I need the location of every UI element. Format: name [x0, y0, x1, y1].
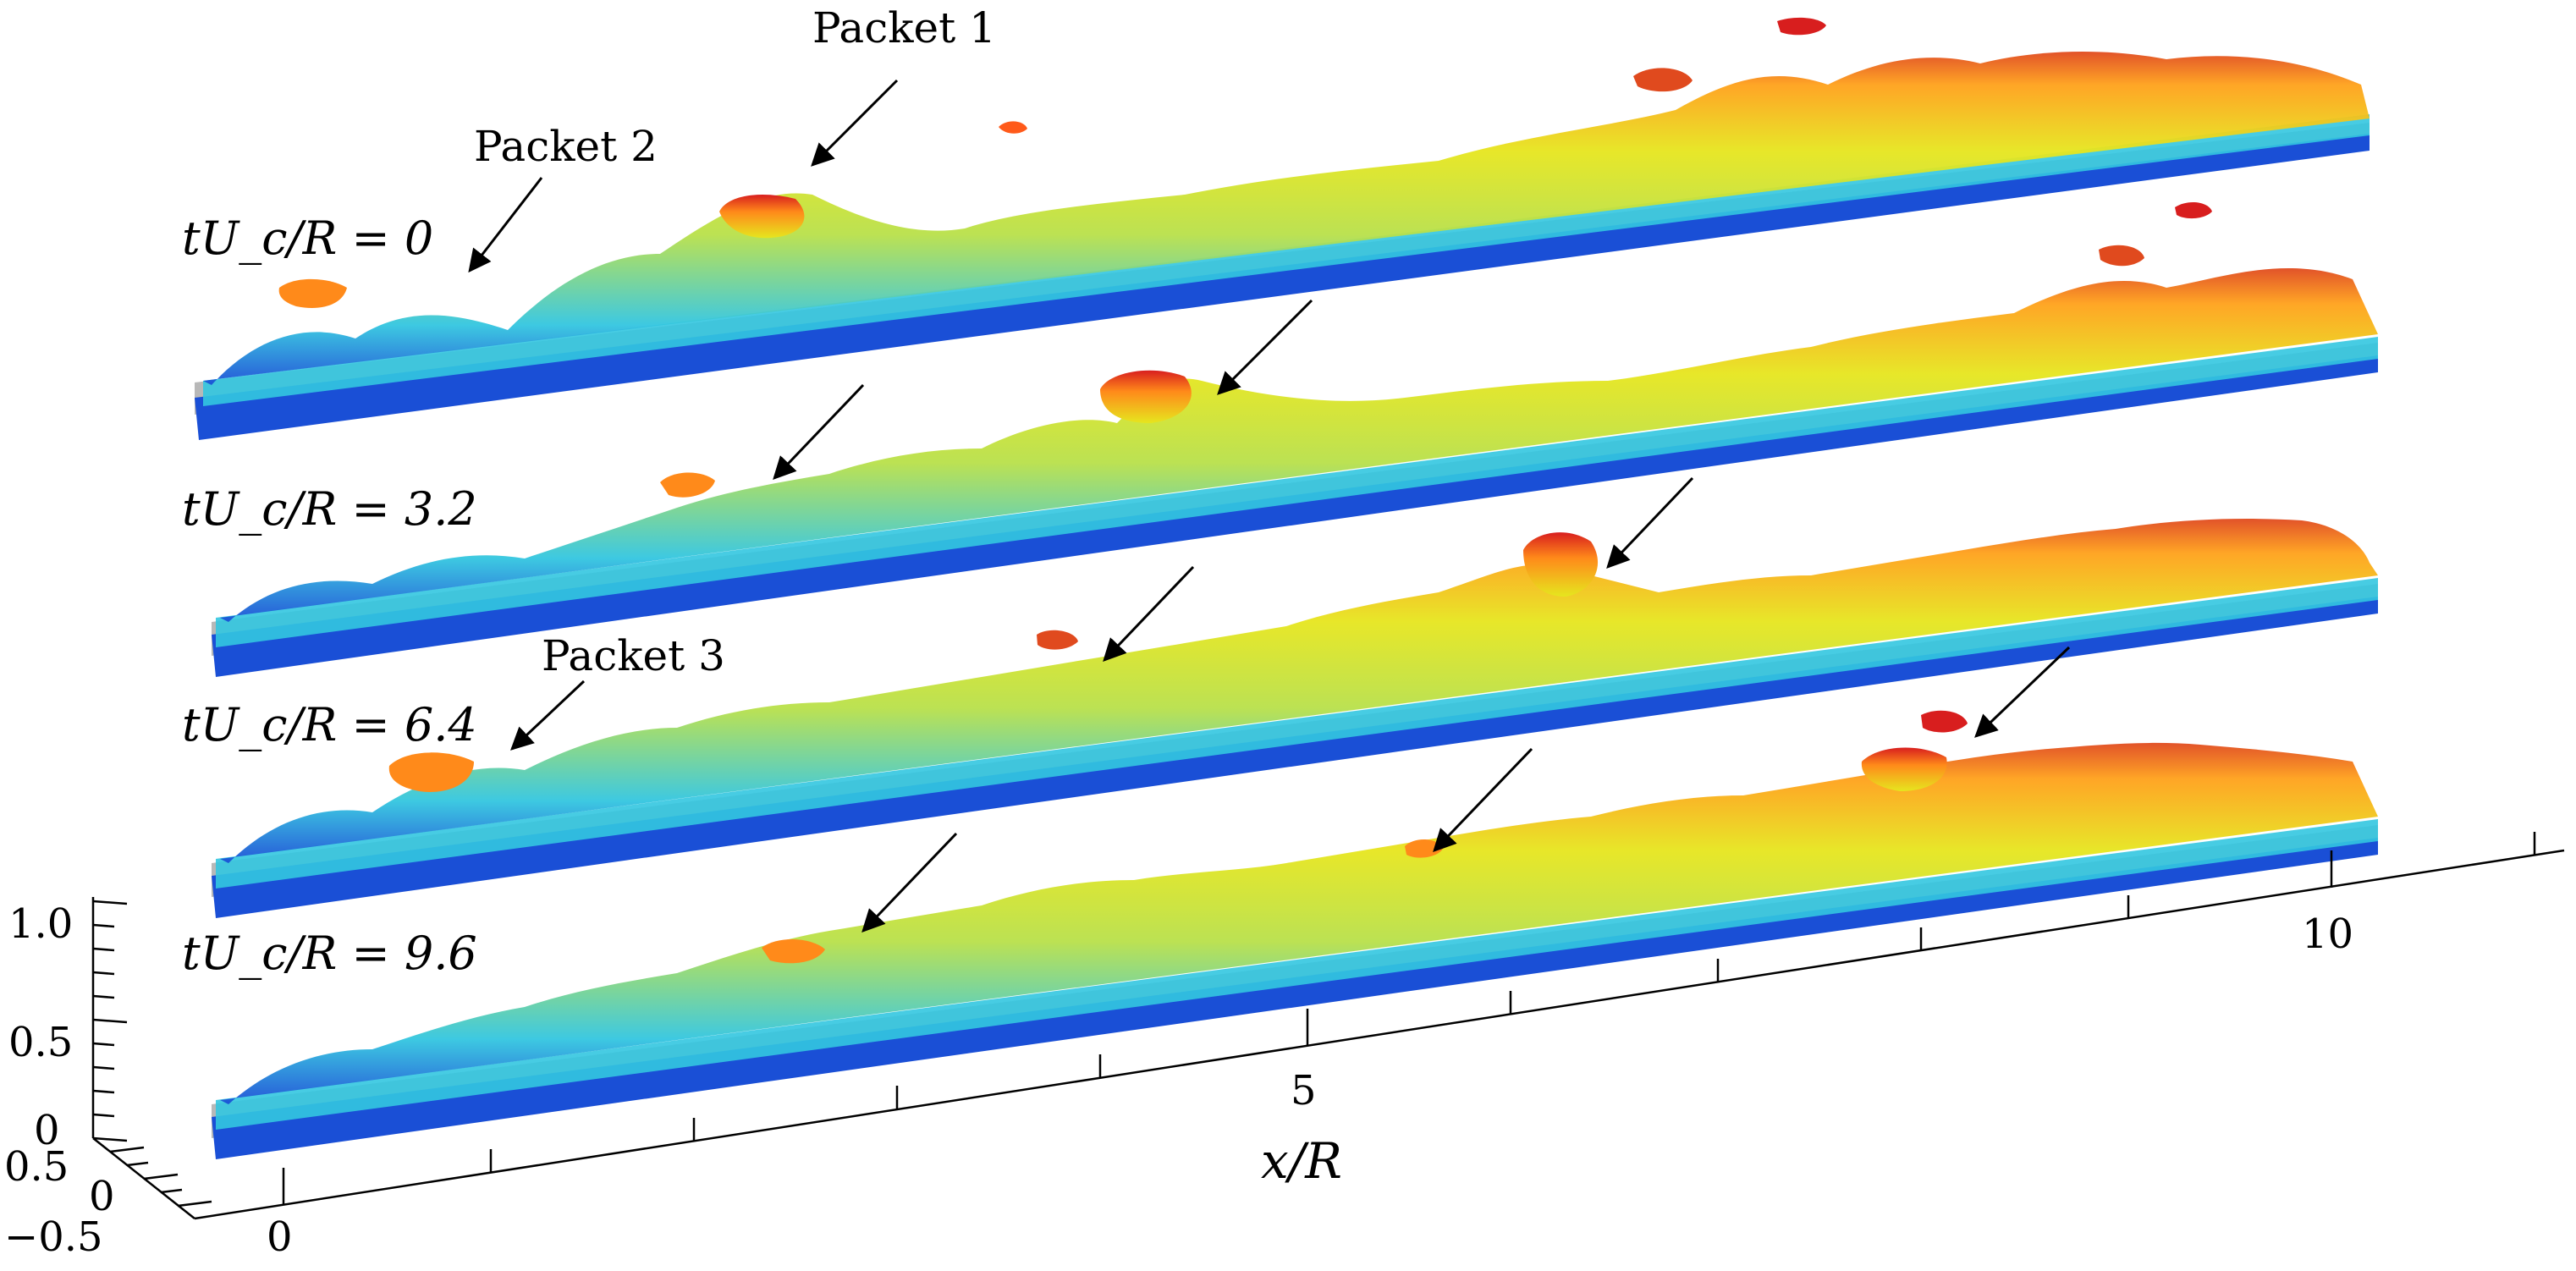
buffer-layer — [203, 114, 2370, 406]
y-tick — [92, 1018, 128, 1024]
y-tick-label-0: 0 — [34, 1107, 60, 1154]
packet-label-3: Packet 3 — [542, 631, 725, 680]
arrow-packet2-t0 — [468, 177, 543, 273]
y-tick — [92, 923, 115, 928]
packet2-head — [278, 278, 347, 308]
z-tick-label-neg0.5: −0.5 — [4, 1213, 103, 1261]
arrow-packet1-t9.6 — [1974, 646, 2071, 738]
y-tick — [92, 1042, 115, 1047]
outer-blob — [1921, 710, 1968, 733]
snapshot-t0 — [195, 17, 2370, 440]
time-label-t6.4: tU_c/R = 6.4 — [182, 698, 477, 751]
x-tick-label-0: 0 — [267, 1213, 293, 1261]
packet2-head — [660, 472, 715, 498]
z-tick — [160, 1188, 183, 1194]
y-tick — [92, 947, 115, 952]
near-wall-streaks — [212, 838, 2378, 1159]
vortex-structures — [203, 51, 2370, 386]
x-axis-title: x/R — [1261, 1132, 1342, 1190]
y-tick-label-1.0: 1.0 — [8, 900, 73, 948]
packet1-head — [719, 195, 805, 239]
snapshot-t3.2 — [212, 201, 2378, 677]
y-tick — [92, 900, 128, 905]
arrow-packet2-t3.2 — [773, 383, 865, 480]
buffer-layer — [216, 578, 2378, 889]
buffer-layer — [216, 337, 2378, 647]
packet3-head — [762, 939, 825, 964]
arrow-packet1-t0 — [811, 79, 899, 167]
outer-blob — [999, 121, 1027, 134]
z-tick — [109, 1146, 145, 1153]
vortex-structures — [220, 268, 2378, 622]
packet1-head — [1523, 532, 1599, 597]
y-tick-label-0.5: 0.5 — [8, 1019, 73, 1066]
y-tick — [92, 1065, 115, 1070]
outer-blob — [1633, 68, 1693, 92]
time-label-t0: tU_c/R = 0 — [182, 212, 433, 265]
y-tick — [92, 1113, 115, 1118]
near-wall-streaks — [212, 355, 2378, 677]
packet1-head — [1100, 370, 1192, 423]
x-axis-line — [194, 849, 2565, 1220]
arrow-packet3-t6.4 — [510, 680, 586, 751]
arrow-packet1-t3.2 — [1217, 299, 1313, 395]
snapshot-t9.6 — [212, 710, 2378, 1159]
arrow-packet2-t6.4 — [1103, 565, 1195, 662]
time-label-t9.6: tU_c/R = 9.6 — [182, 927, 477, 980]
packet-arrows — [468, 79, 2071, 933]
outer-blob — [2099, 245, 2144, 267]
y-tick — [92, 994, 115, 999]
arrow-packet3-t9.6 — [861, 832, 958, 933]
arrow-packet2-t9.6 — [1433, 747, 1533, 852]
x-tick-label-5: 5 — [1291, 1067, 1317, 1114]
outer-blob — [1777, 17, 1826, 36]
packet-label-2: Packet 2 — [474, 122, 658, 171]
y-tick — [92, 971, 115, 976]
outer-blob — [2175, 201, 2212, 219]
time-label-t3.2: tU_c/R = 3.2 — [182, 482, 477, 536]
x-tick-label-10: 10 — [2302, 911, 2353, 958]
z-tick-label-0.5: 0.5 — [4, 1143, 69, 1191]
z-tick — [143, 1173, 179, 1180]
vortex-structures — [220, 742, 2378, 1104]
vortex-structures — [220, 519, 2378, 863]
outer-blob — [1037, 630, 1078, 650]
packet3-head — [388, 752, 474, 792]
packet1-head — [1861, 747, 1947, 791]
near-wall-streaks — [195, 134, 2370, 440]
arrow-packet1-t6.4 — [1606, 476, 1694, 569]
buffer-layer — [216, 819, 2378, 1130]
snapshot-t6.4 — [212, 519, 2378, 918]
near-wall-streaks — [212, 597, 2378, 918]
z-tick — [126, 1161, 149, 1167]
y-tick — [92, 1136, 128, 1142]
y-tick — [92, 1089, 115, 1094]
packet-label-1: Packet 1 — [812, 3, 996, 52]
z-tick-label-0: 0 — [89, 1173, 115, 1220]
z-tick — [177, 1200, 212, 1208]
axes-3d — [91, 832, 2565, 1220]
